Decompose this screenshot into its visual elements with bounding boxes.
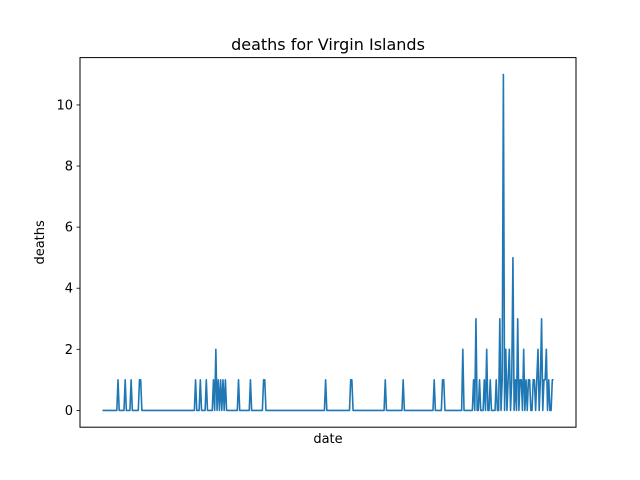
y-tick-label: 10 xyxy=(56,98,73,113)
axes-frame xyxy=(79,57,577,428)
y-tick-label: 6 xyxy=(65,221,73,236)
chart-title: deaths for Virgin Islands xyxy=(231,35,425,54)
y-tick-label: 2 xyxy=(65,343,73,358)
y-axis-label: deaths xyxy=(33,220,48,265)
deaths-series-line xyxy=(102,73,554,412)
y-tick-label: 8 xyxy=(65,160,73,175)
y-axis-ticks: 0 2 4 6 8 10 xyxy=(56,98,80,419)
y-tick-label: 4 xyxy=(65,282,73,297)
series-layer xyxy=(102,73,554,412)
y-tick-label: 0 xyxy=(65,404,73,419)
x-axis-label: date xyxy=(313,432,342,447)
